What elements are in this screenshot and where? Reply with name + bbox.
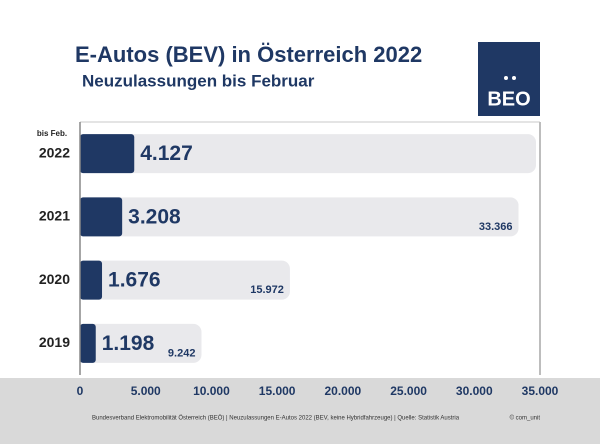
bar [80, 197, 519, 237]
logo-dot [512, 76, 516, 80]
logo-box [478, 42, 540, 116]
value-label: 4.127 [140, 142, 193, 165]
value-label: 1.676 [108, 269, 161, 292]
y-tick-label: 2020 [39, 271, 70, 287]
value-label: 33.366 [479, 221, 513, 233]
x-tick-label: 15.000 [259, 384, 296, 398]
category-note: bis Feb. [37, 129, 67, 138]
bar [80, 197, 123, 237]
source-note: Bundesverband Elektromobilität Österreic… [92, 415, 460, 422]
credit: © com_unit [510, 415, 541, 422]
value-label: 1.198 [102, 332, 155, 355]
value-label: 3.208 [128, 205, 181, 228]
x-tick-label: 0 [77, 384, 84, 398]
x-tick-label: 5.000 [131, 384, 161, 398]
bar [80, 323, 202, 363]
x-tick-label: 10.000 [193, 384, 230, 398]
bar [80, 323, 96, 363]
bar [80, 260, 103, 300]
x-tick-label: 30.000 [456, 384, 493, 398]
bar [80, 134, 135, 174]
bar [80, 260, 290, 300]
chart-title: E-Autos (BEV) in Österreich 2022 [75, 42, 422, 67]
x-tick-label: 20.000 [325, 384, 362, 398]
y-tick-label: 2022 [39, 144, 70, 160]
x-tick-label: 35.000 [522, 384, 559, 398]
y-tick-label: 2021 [39, 208, 70, 224]
value-label: 9.242 [168, 347, 196, 359]
footer-band [0, 378, 600, 444]
logo-dot [504, 76, 508, 80]
logo-text: BEO [487, 88, 530, 110]
value-label: 15.972 [250, 284, 284, 296]
chart-subtitle: Neuzulassungen bis Februar [82, 71, 315, 90]
x-tick-label: 25.000 [390, 384, 427, 398]
y-tick-label: 2019 [39, 334, 70, 350]
bar-track [80, 134, 536, 174]
